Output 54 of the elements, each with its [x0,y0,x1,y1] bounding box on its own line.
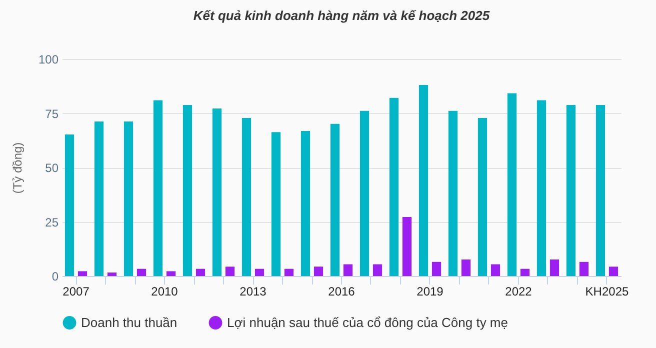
bar [300,131,310,276]
bar [478,118,488,276]
bar [314,266,324,276]
legend-label: Doanh thu thuần [81,314,178,330]
bar [389,98,399,276]
bar [579,262,589,276]
bar [550,260,560,276]
bar [520,268,530,276]
bar [596,105,606,276]
legend-label: Lợi nhuận sau thuế của cổ đông của Công ty mẹ [227,314,508,330]
bar [448,110,458,276]
y-tick-label: 25 [45,215,59,230]
bar [64,134,74,276]
bar [330,124,340,276]
bar [360,110,370,276]
x-tick-label: 2019 [416,284,444,298]
bar [418,85,428,276]
bar [507,93,517,276]
bar [432,262,442,276]
bar [608,266,618,276]
y-axis-title: (Tỷ đồng) [10,142,24,194]
bar [242,118,252,276]
bar [107,272,117,276]
bar [196,268,206,276]
bar [166,271,176,276]
y-tick-label: 0 [52,270,59,284]
chart-title: Kết quả kinh doanh hàng năm và kế hoạch 2025 [193,8,490,23]
y-tick-label: 50 [45,161,59,175]
bar [136,268,146,276]
bar [566,105,576,276]
x-tick-label: 2013 [240,284,267,298]
y-tick-label: 100 [38,52,59,66]
bar [402,216,412,276]
bar [271,132,281,276]
x-tick-label: 2010 [151,284,178,298]
bar [284,268,294,276]
bar [94,121,104,276]
x-tick-label: 2022 [505,284,532,298]
bar [490,264,500,276]
bar [124,121,134,276]
bar [372,264,382,276]
x-tick-label: KH2025 [585,284,629,298]
bar [343,264,353,276]
bar [536,100,546,276]
bar [225,266,235,276]
bar [461,260,471,276]
bar [254,268,264,276]
bar [78,271,88,276]
y-tick-label: 75 [45,106,59,121]
x-tick-label: 2016 [328,284,356,298]
bar [153,100,163,276]
x-tick-label: 2007 [62,284,90,298]
bar [212,108,222,276]
bar [182,105,192,276]
